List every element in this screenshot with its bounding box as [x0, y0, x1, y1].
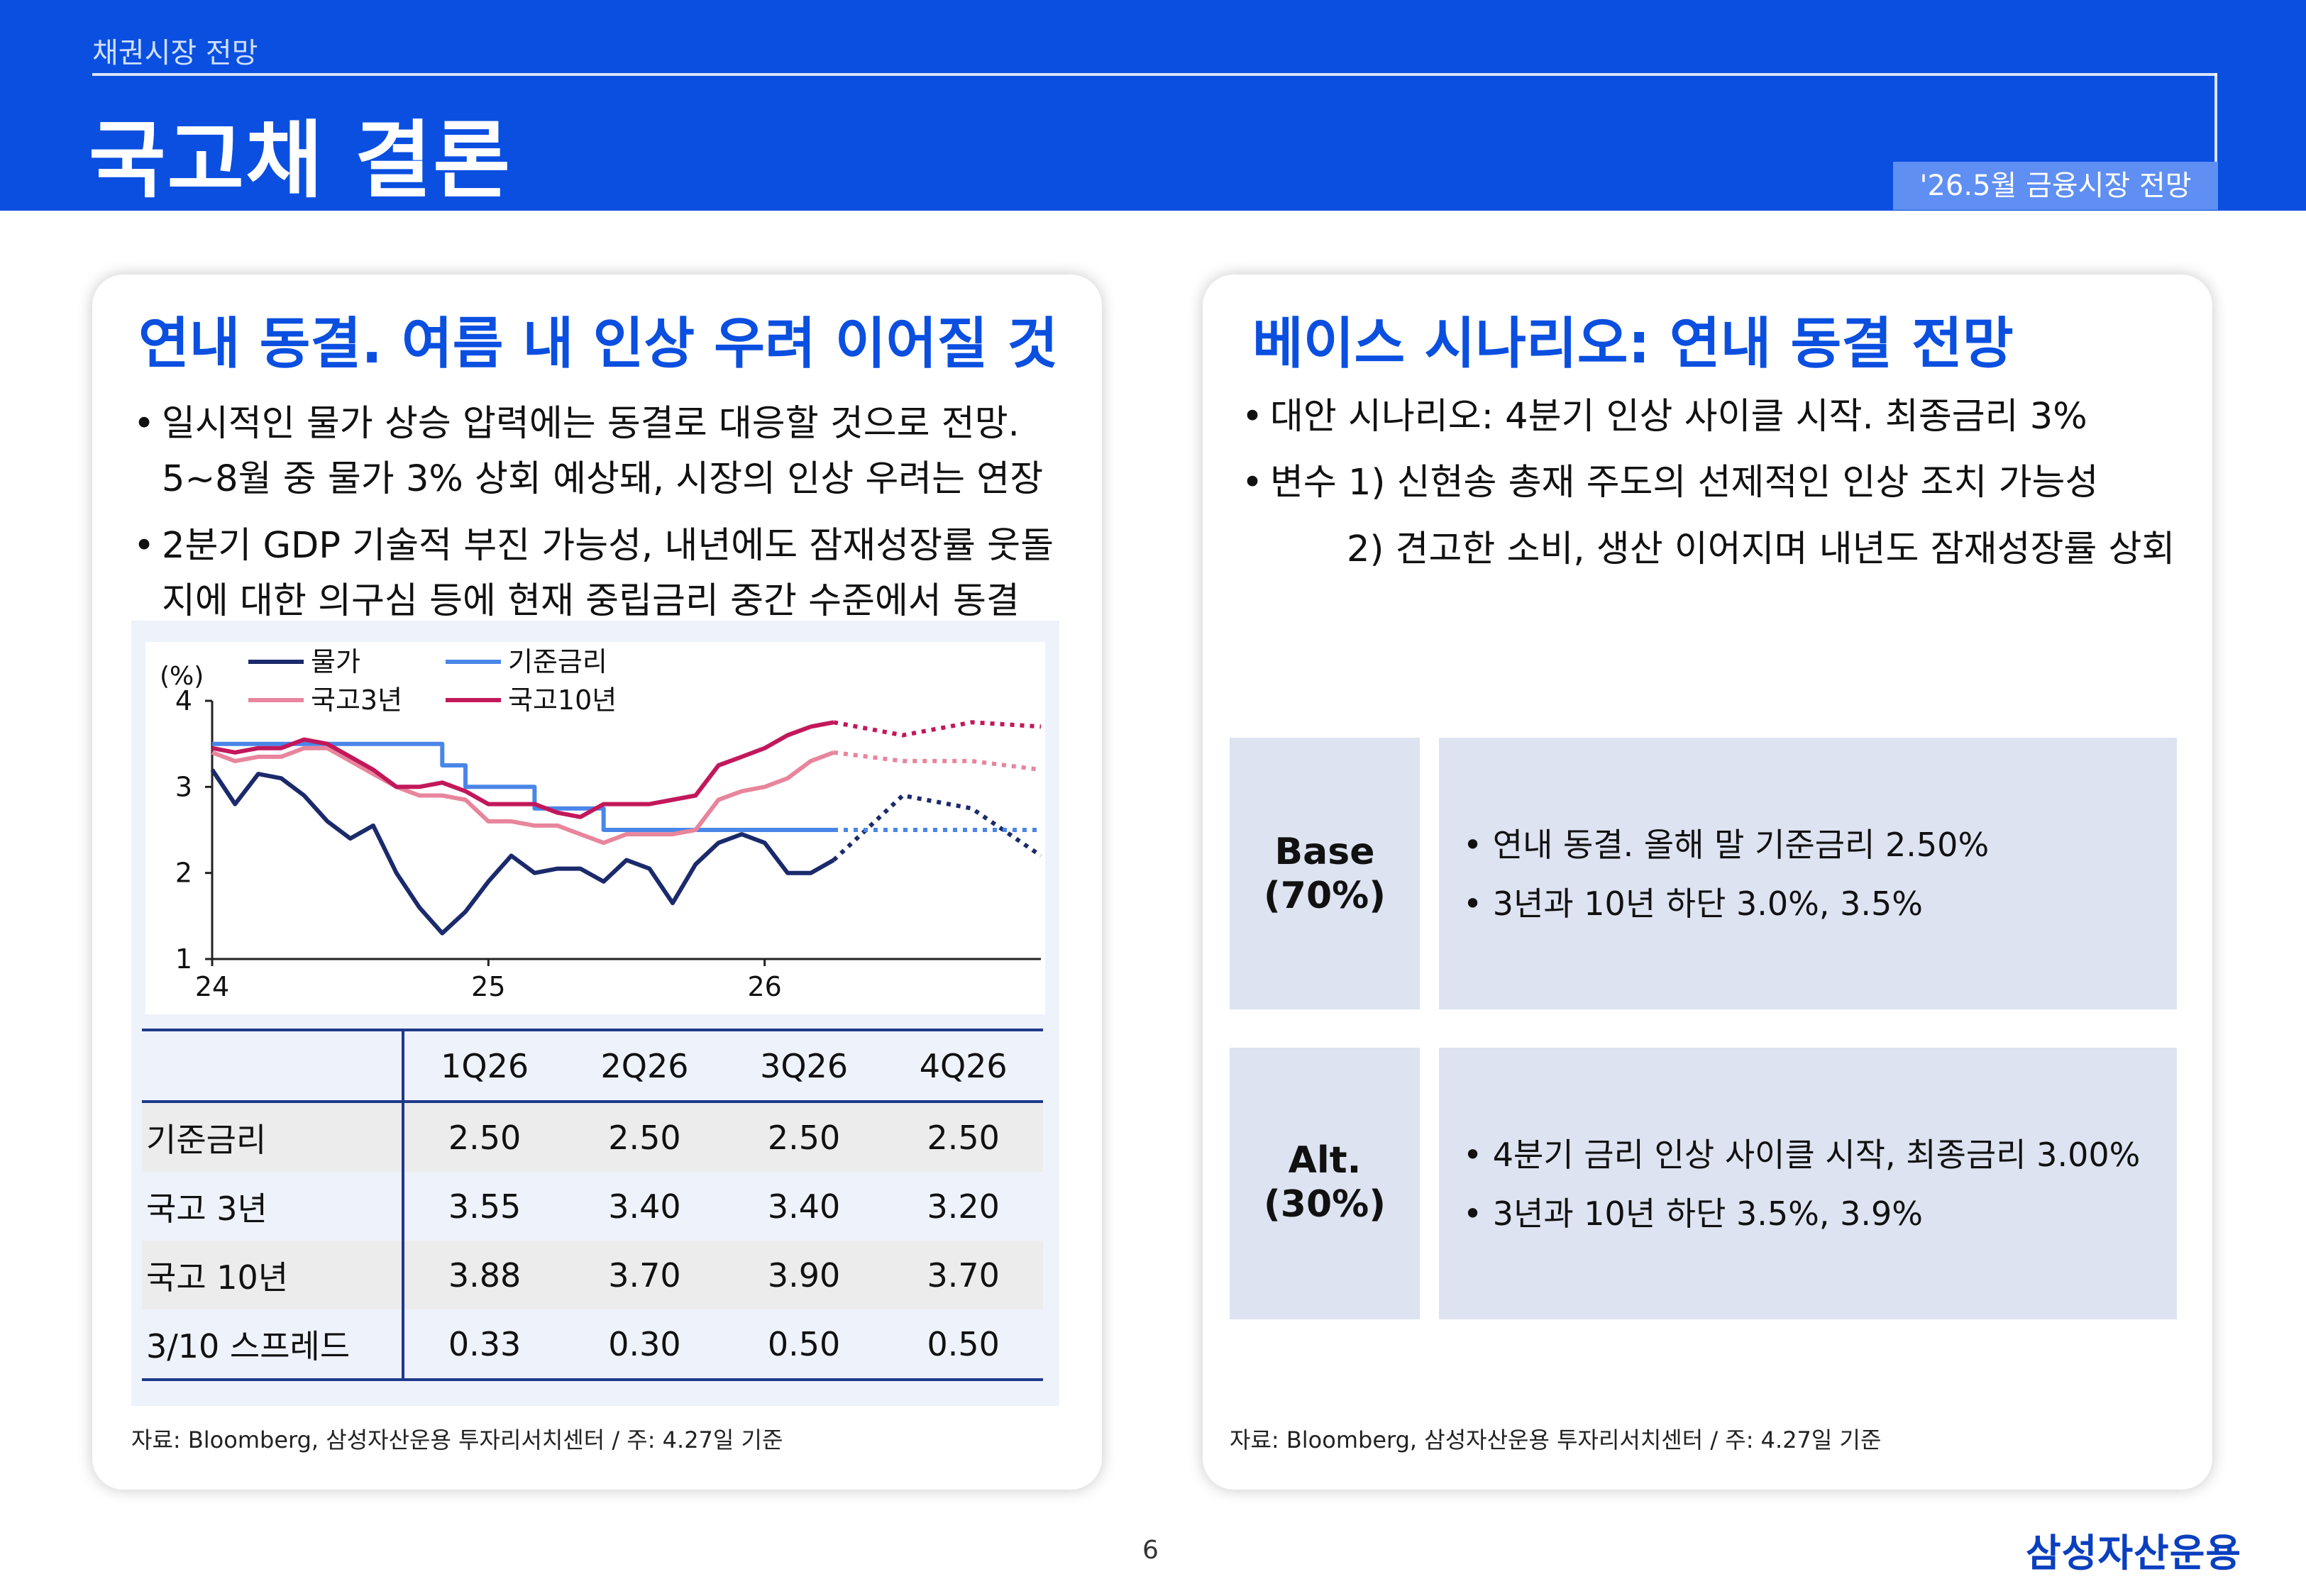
- series-forecast-line-국고3년: [833, 750, 1042, 772]
- left-bullet-2-cont: 지에 대한 의구심 등에 현재 중립금리 중간 수준에서 동결: [162, 580, 1020, 622]
- left-bullet-2: • 2분기 GDP 기술적 부진 가능성, 내년에도 잠재성장률 웃돌: [133, 525, 1054, 567]
- legend-label-국고10년: 국고10년: [508, 685, 617, 716]
- page-number: 6: [1142, 1536, 1159, 1565]
- table-cell: 2.50: [724, 1102, 884, 1172]
- table-row-label: 기준금리: [142, 1102, 404, 1172]
- legend-label-국고3년: 국고3년: [311, 685, 402, 716]
- table-cell: 0.50: [883, 1309, 1043, 1381]
- table-cell: 3.40: [608, 1187, 681, 1226]
- alt-scenario-line-2: • 3년과 10년 하단 3.5%, 3.9%: [1463, 1195, 1924, 1233]
- forecast-table: 1Q26 2Q26 3Q26 4Q26 기준금리 2.50 2.50 2.50 …: [142, 1029, 1043, 1381]
- series-line-물가: [210, 768, 835, 936]
- y-tick-label: 1: [175, 943, 192, 975]
- left-bullet-1: • 일시적인 물가 상승 압력에는 동결로 대응할 것으로 전망.: [133, 403, 1020, 445]
- right-bullet-2-cont: 2) 견고한 소비, 생산 이어지며 내년도 잠재성장률 상회: [1347, 528, 2175, 570]
- base-scenario-line-2: • 3년과 10년 하단 3.0%, 3.5%: [1463, 885, 1924, 923]
- company-logo: 삼성자산운용: [2026, 1531, 2242, 1575]
- x-tick-label: 25: [471, 971, 505, 1002]
- series-line-국고10년: [211, 720, 834, 819]
- series-line-국고3년: [211, 746, 835, 846]
- table-row: 기준금리 2.50 2.50 2.50 2.50: [142, 1102, 1043, 1172]
- left-source-note: 자료: Bloomberg, 삼성자산운용 투자리서치센터 / 주: 4.27일…: [131, 1426, 783, 1453]
- y-tick-label: 4: [175, 685, 192, 716]
- right-bullet-1: • 대안 시나리오: 4분기 인상 사이클 시작. 최종금리 3%: [1242, 396, 2087, 438]
- table-cell: 3.20: [927, 1187, 1000, 1226]
- table-cell: 3.40: [767, 1187, 841, 1226]
- table-cell: 3.55: [448, 1187, 522, 1226]
- right-card-heading: 베이스 시나리오: 연내 동결 전망: [1252, 312, 2014, 376]
- table-column-header: 1Q26: [403, 1029, 566, 1103]
- header-divider: [92, 73, 2217, 76]
- legend-label-물가: 물가: [311, 646, 360, 677]
- table-cell: 0.30: [565, 1309, 724, 1381]
- table-row: 3/10 스프레드 0.33 0.30 0.50 0.50: [142, 1309, 1043, 1381]
- series-forecast-line-물가: [832, 793, 1042, 862]
- table-cell: 0.50: [724, 1309, 884, 1381]
- table-cell: 2.50: [883, 1102, 1043, 1172]
- base-scenario-line-1: • 연내 동결. 올해 말 기준금리 2.50%: [1463, 826, 1990, 864]
- y-tick-label: 2: [175, 858, 192, 889]
- page-title: 국고채 결론: [89, 111, 512, 209]
- series-line-기준금리: [212, 741, 834, 832]
- legend-label-기준금리: 기준금리: [508, 646, 607, 677]
- header-divider-vertical: [2214, 73, 2217, 165]
- y-tick-label: 3: [175, 771, 192, 802]
- base-scenario-label: Base (70%): [1264, 831, 1386, 917]
- table-cell: 2.50: [565, 1102, 724, 1172]
- table-cell: 3.70: [565, 1241, 724, 1309]
- y-axis-unit-label: (%): [160, 662, 204, 691]
- table-column-header: 4Q26: [883, 1029, 1043, 1103]
- left-card-heading: 연내 동결. 여름 내 인상 우려 이어질 것: [138, 312, 1059, 376]
- table-row: 국고 3년 3.55 3.40 3.40 3.20: [142, 1172, 1043, 1241]
- base-scenario-content-box: [1439, 738, 2177, 1009]
- alt-scenario-label-box: [1230, 1048, 1420, 1319]
- table-cell: 3.88: [403, 1241, 566, 1309]
- table-header-row: 1Q26 2Q26 3Q26 4Q26: [142, 1029, 1043, 1103]
- x-tick-label: 26: [747, 971, 781, 1002]
- header-bar: 채권시장 전망 국고채 결론 '26.5월 금융시장 전망: [0, 0, 2306, 211]
- alt-scenario-line-1: • 4분기 금리 인상 사이클 시작, 최종금리 3.00%: [1463, 1136, 2141, 1174]
- table-column-header: 3Q26: [724, 1029, 884, 1103]
- table-row-label: 3/10 스프레드: [142, 1309, 404, 1381]
- table-column-header: 2Q26: [565, 1029, 724, 1103]
- table-corner-cell: [142, 1029, 404, 1103]
- table-cell: 3.70: [883, 1241, 1043, 1309]
- report-date-tag: '26.5월 금융시장 전망: [1893, 162, 2218, 210]
- table-cell: 2.50: [403, 1102, 566, 1172]
- table-row-label: 국고 3년: [142, 1172, 404, 1241]
- base-scenario-label-box: [1230, 738, 1420, 1009]
- x-tick-label: 24: [195, 971, 229, 1002]
- chart-series-lines: [210, 720, 1042, 936]
- section-label: 채권시장 전망: [92, 37, 258, 70]
- left-bullet-1-cont: 5~8월 중 물가 3% 상회 예상돼, 시장의 인상 우려는 연장: [162, 458, 1044, 500]
- alt-scenario-content-box: [1439, 1048, 2177, 1319]
- right-bullet-2: • 변수 1) 신현송 총재 주도의 선제적인 인상 조치 가능성: [1242, 462, 2099, 504]
- table-cell: 0.33: [403, 1309, 566, 1381]
- table-cell: 3.90: [724, 1241, 884, 1309]
- right-source-note: 자료: Bloomberg, 삼성자산운용 투자리서치센터 / 주: 4.27일…: [1230, 1426, 1882, 1453]
- table-row: 국고 10년 3.88 3.70 3.90 3.70: [142, 1241, 1043, 1309]
- alt-scenario-label: Alt. (30%): [1264, 1139, 1386, 1226]
- chart-axes: 4 3 2 1 (%) 24 25 26: [160, 662, 1041, 1002]
- table-row-label: 국고 10년: [142, 1241, 404, 1309]
- series-forecast-line-국고10년: [833, 720, 1042, 738]
